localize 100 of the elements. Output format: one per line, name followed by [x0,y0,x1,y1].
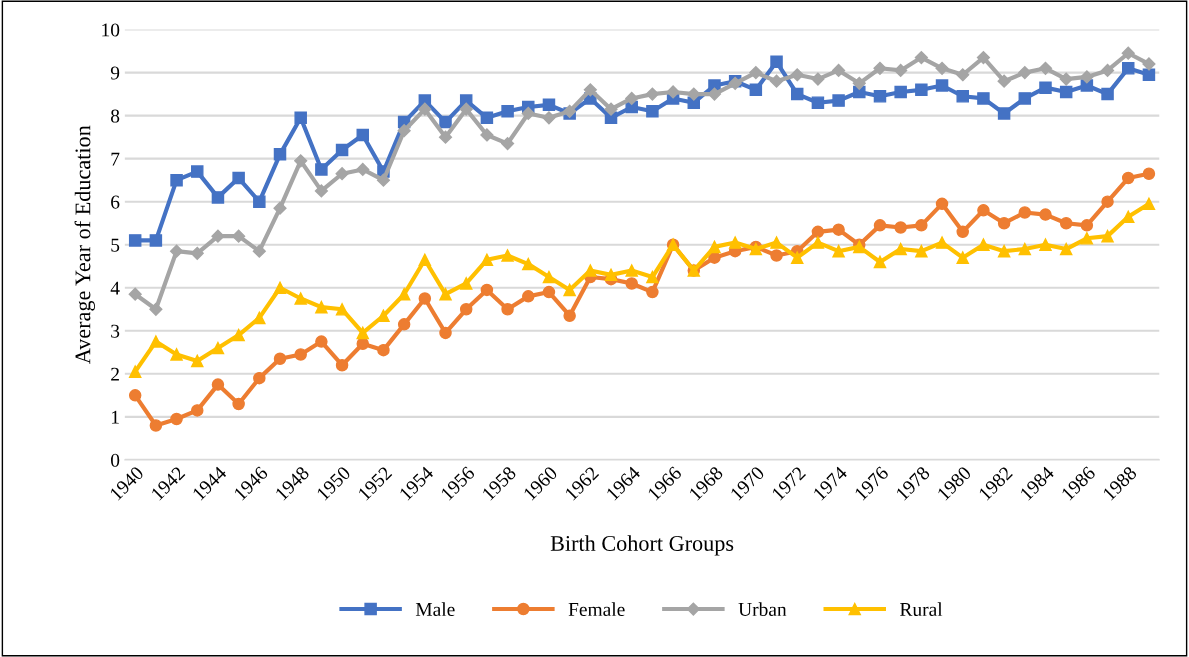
point [894,242,907,256]
point [253,311,266,325]
point [1018,66,1032,80]
point [583,83,597,97]
point [335,143,349,157]
point [459,277,473,290]
point [170,412,183,426]
point [314,184,328,198]
point [1080,70,1094,84]
x-tick-label: 1964 [605,465,642,501]
point [770,55,783,69]
point [563,309,576,322]
point [397,318,411,331]
point [770,249,783,262]
point [335,167,349,181]
point [790,251,804,264]
point [728,236,742,249]
point [1059,216,1073,230]
point [770,236,783,249]
point [646,285,659,299]
point [542,285,556,299]
point [191,404,204,417]
point [956,225,969,239]
point [170,348,183,361]
point [439,115,452,129]
point [273,352,287,366]
y-tick-label: 3 [111,324,120,338]
point [128,287,142,301]
point [1018,242,1032,256]
point [646,105,659,118]
point [273,281,287,295]
point [294,154,308,168]
point [480,128,494,142]
point [894,85,907,99]
point [956,90,969,103]
point [128,234,142,247]
point [811,96,825,109]
point [832,94,845,107]
point [832,223,845,236]
y-tick-label: 10 [102,23,120,37]
point [501,249,514,262]
point [749,83,763,97]
y-tick-label: 7 [111,152,120,166]
point [315,335,328,348]
point [480,111,494,125]
point [439,326,452,340]
point [914,50,928,65]
point [1039,238,1052,251]
point [356,162,370,177]
point [232,397,245,411]
point [1039,81,1052,94]
point [1038,61,1053,75]
point [500,137,515,151]
point [149,419,163,432]
point [769,74,784,88]
point [418,292,432,305]
legend-label: Urban [738,602,787,616]
point [149,302,163,316]
point [253,371,266,385]
point [604,102,618,116]
point [1121,171,1135,185]
y-axis-title: Average Year of Education [74,125,95,365]
y-tick-label: 5 [111,238,120,252]
point [253,195,266,208]
point [708,240,721,254]
point [232,171,245,185]
point [438,130,453,144]
point [1059,72,1073,86]
point [211,378,225,391]
point [707,87,722,101]
y-tick-label: 6 [111,195,120,209]
point [625,264,638,277]
point [315,163,328,176]
point [625,277,638,290]
point [356,326,370,340]
point [149,335,163,348]
point [625,91,639,106]
y-tick-label: 1 [111,410,119,424]
point [956,251,969,264]
point [294,292,307,305]
point [439,287,452,301]
point [1142,197,1156,211]
point [1101,195,1114,208]
point [584,264,597,277]
point [935,197,949,211]
point [294,348,307,361]
point [935,236,949,249]
x-tick-label: 1948 [274,465,310,501]
point [252,244,266,258]
y-tick-label: 2 [111,367,119,381]
point [521,106,535,121]
point [832,63,846,78]
point [977,204,990,217]
y-tick-label: 0 [111,453,120,467]
point [1101,87,1114,101]
point [335,303,349,316]
point [128,389,142,402]
point [1142,167,1156,180]
point [604,268,618,282]
legend-label: Male [415,602,455,616]
